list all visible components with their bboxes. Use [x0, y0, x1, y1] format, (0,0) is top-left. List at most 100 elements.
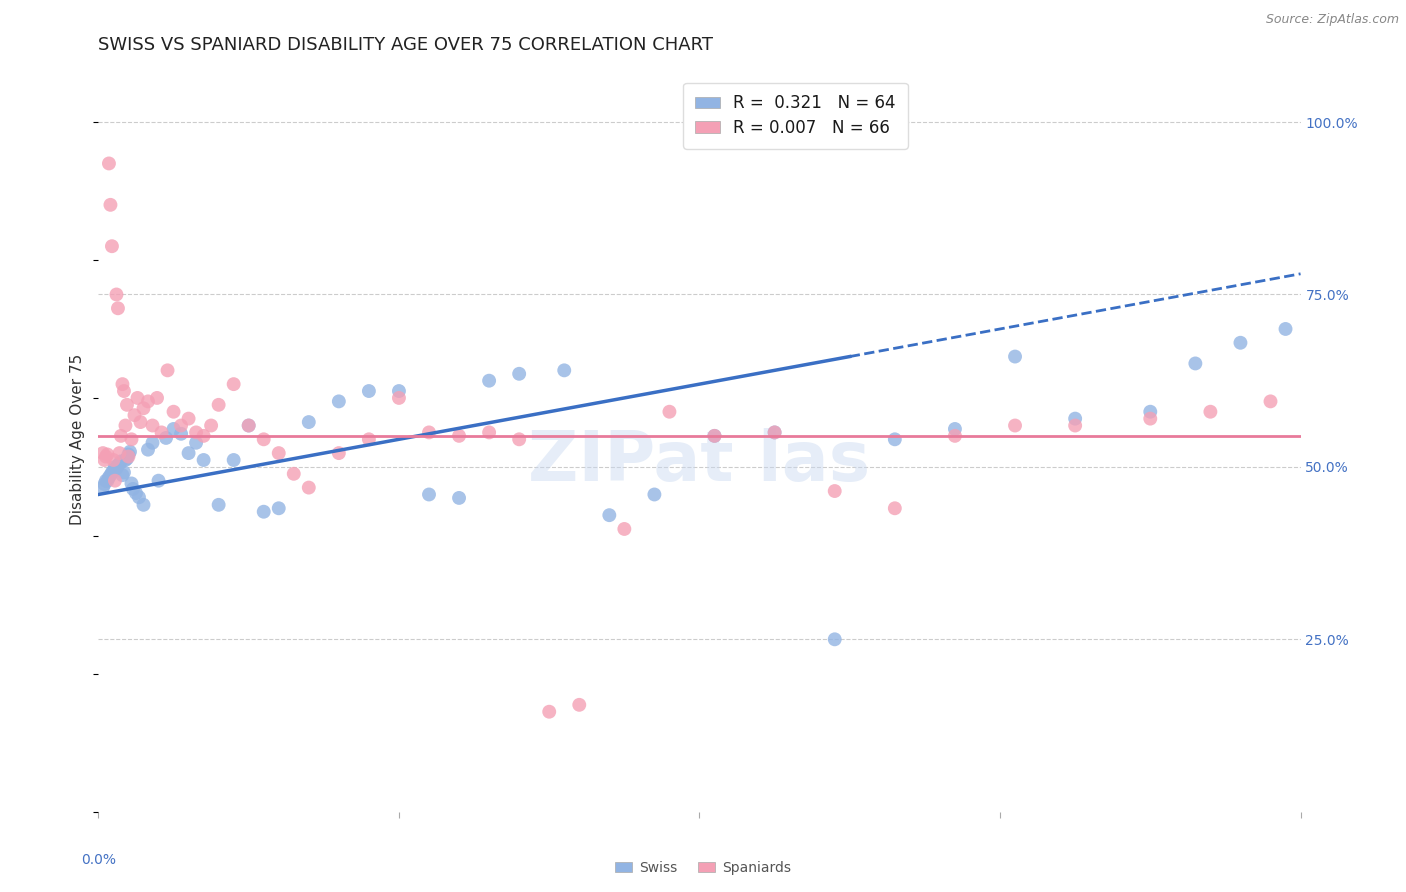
- Point: [101, 466, 124, 480]
- Point: [103, 463, 125, 477]
- Point: [112, 384, 135, 398]
- Point: [208, 398, 231, 412]
- Point: [184, 435, 207, 450]
- Point: [1364, 287, 1386, 301]
- Point: [93, 477, 115, 491]
- Point: [115, 451, 138, 466]
- Point: [107, 458, 129, 473]
- Point: [91, 481, 114, 495]
- Point: [538, 705, 561, 719]
- Y-axis label: Disability Age Over 75: Disability Age Over 75: [70, 354, 86, 524]
- Text: ZIPat las: ZIPat las: [529, 428, 870, 495]
- Point: [553, 363, 575, 377]
- Point: [104, 459, 127, 474]
- Point: [110, 454, 132, 468]
- Point: [1004, 418, 1026, 433]
- Point: [104, 474, 127, 488]
- Point: [763, 425, 786, 440]
- Point: [124, 408, 146, 422]
- Point: [1139, 405, 1161, 419]
- Point: [100, 198, 122, 212]
- Point: [177, 411, 200, 425]
- Point: [1379, 708, 1402, 723]
- Point: [91, 446, 114, 460]
- Point: [121, 476, 143, 491]
- Point: [108, 446, 131, 460]
- Point: [613, 522, 636, 536]
- Point: [824, 632, 846, 647]
- Point: [141, 418, 163, 433]
- Point: [111, 468, 134, 483]
- Point: [115, 398, 138, 412]
- Point: [267, 446, 290, 460]
- Point: [943, 429, 966, 443]
- Point: [643, 487, 665, 501]
- Point: [96, 474, 118, 488]
- Point: [122, 482, 145, 496]
- Point: [298, 481, 321, 495]
- Point: [170, 418, 193, 433]
- Point: [1064, 411, 1087, 425]
- Point: [1184, 356, 1206, 370]
- Point: [94, 474, 117, 488]
- Point: [129, 415, 152, 429]
- Point: [100, 468, 122, 483]
- Point: [114, 418, 136, 433]
- Point: [598, 508, 620, 523]
- Point: [101, 239, 124, 253]
- Point: [127, 391, 149, 405]
- Point: [1319, 308, 1341, 322]
- Point: [447, 491, 470, 505]
- Point: [357, 384, 380, 398]
- Point: [388, 384, 411, 398]
- Point: [1319, 391, 1341, 405]
- Point: [267, 501, 290, 516]
- Point: [184, 425, 207, 440]
- Point: [658, 405, 681, 419]
- Point: [111, 377, 134, 392]
- Point: [148, 474, 170, 488]
- Point: [97, 156, 120, 170]
- Point: [97, 470, 120, 484]
- Point: [253, 433, 276, 447]
- Text: SWISS VS SPANIARD DISABILITY AGE OVER 75 CORRELATION CHART: SWISS VS SPANIARD DISABILITY AGE OVER 75…: [98, 37, 713, 54]
- Text: Source: ZipAtlas.com: Source: ZipAtlas.com: [1265, 13, 1399, 27]
- Point: [141, 435, 163, 450]
- Point: [883, 433, 905, 447]
- Point: [118, 444, 141, 458]
- Point: [162, 422, 184, 436]
- Point: [132, 498, 155, 512]
- Point: [283, 467, 305, 481]
- Point: [447, 429, 470, 443]
- Point: [222, 377, 245, 392]
- Point: [824, 483, 846, 498]
- Point: [1139, 411, 1161, 425]
- Point: [388, 391, 411, 405]
- Point: [222, 453, 245, 467]
- Point: [156, 363, 179, 377]
- Point: [110, 429, 132, 443]
- Point: [117, 450, 139, 464]
- Point: [121, 433, 143, 447]
- Point: [703, 429, 725, 443]
- Legend: Swiss, Spaniards: Swiss, Spaniards: [610, 855, 796, 880]
- Point: [1199, 405, 1222, 419]
- Point: [508, 367, 530, 381]
- Point: [114, 453, 136, 467]
- Point: [155, 431, 177, 445]
- Text: 0.0%: 0.0%: [82, 853, 115, 867]
- Point: [883, 501, 905, 516]
- Legend: R =  0.321   N = 64, R = 0.007   N = 66: R = 0.321 N = 64, R = 0.007 N = 66: [683, 83, 907, 149]
- Point: [763, 425, 786, 440]
- Point: [105, 461, 128, 475]
- Point: [200, 418, 222, 433]
- Point: [1064, 418, 1087, 433]
- Point: [193, 453, 215, 467]
- Point: [418, 487, 440, 501]
- Point: [703, 429, 725, 443]
- Point: [177, 446, 200, 460]
- Point: [105, 287, 128, 301]
- Point: [128, 490, 150, 504]
- Point: [117, 448, 139, 462]
- Point: [146, 391, 169, 405]
